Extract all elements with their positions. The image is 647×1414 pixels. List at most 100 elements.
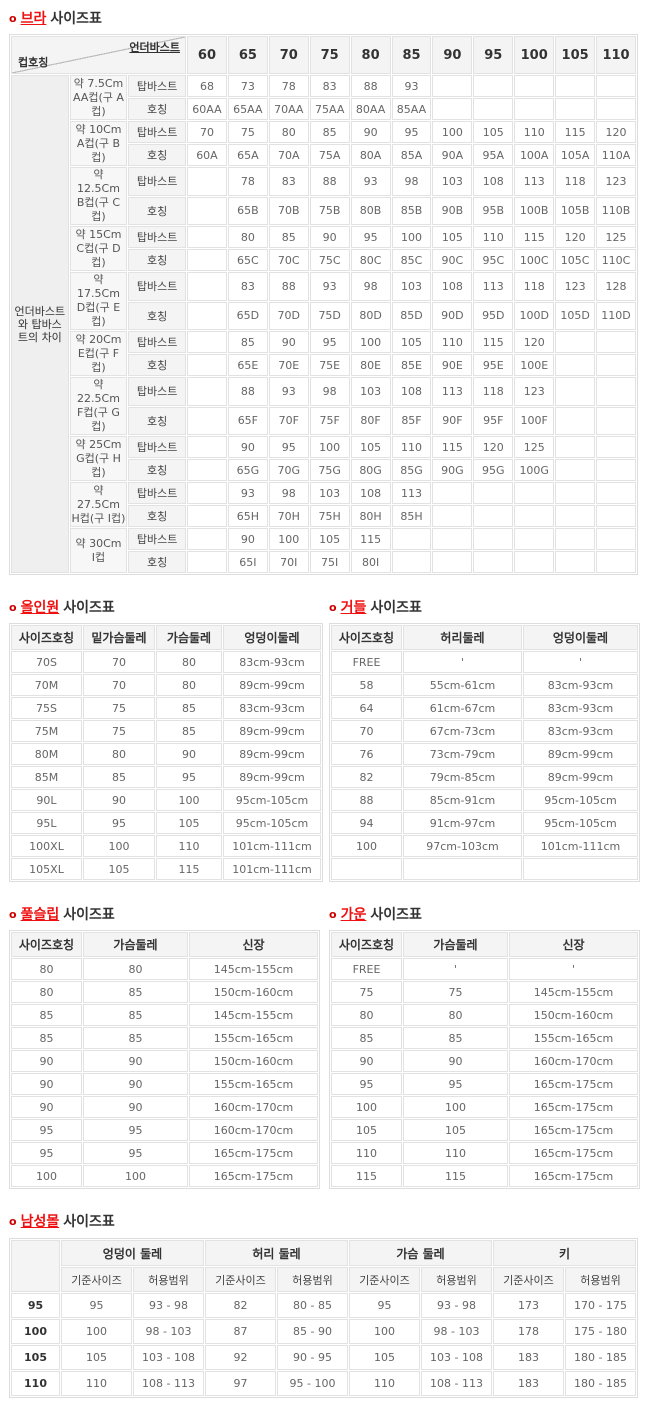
bra-topbust-value: 110 [391, 436, 432, 458]
bra-row-label-topbust: 탑바스트 [128, 436, 186, 458]
bra-size-table: 언더바스트 컵호칭 60 65 70 75 80 85 90 95 100 105 110 언더바스트와 … [9, 34, 638, 575]
allinone-cell: 105 [156, 812, 222, 834]
bra-row-label-topbust: 탑바스트 [128, 482, 186, 504]
bra-topbust-value: 78 [268, 75, 309, 97]
bra-size-label-value: 60AA [187, 98, 227, 120]
bra-size-label-value: 75H [309, 505, 350, 527]
fullslip-cell: 160cm-170cm [189, 1119, 318, 1141]
bra-size-label-value [187, 551, 227, 573]
fullslip-heading-keyword: 풀슬립 [20, 907, 60, 923]
bra-topbust-value: 118 [473, 377, 514, 406]
mens-sub-header-2: 허용범위 [133, 1267, 204, 1292]
girdle-cell: 101cm-111cm [523, 835, 638, 857]
bra-size-label-value: 80AA [350, 98, 391, 120]
bra-size-label-value [514, 551, 555, 573]
allinone-row: 85M 85 95 89cm-99cm [11, 766, 321, 788]
bra-size-label-value: 85F [391, 406, 432, 435]
allinone-cell: 89cm-99cm [223, 766, 321, 788]
fullslip-gown-row: o 풀슬립 사이즈표 사이즈호칭 가슴둘레 신장 80 80 145cm-155cm 80 8… [0, 904, 647, 1189]
bra-size-label-value: 70H [268, 505, 309, 527]
bra-size-label-value: 105B [555, 196, 596, 225]
bra-topbust-value [187, 377, 227, 406]
mens-sub-header-6: 허용범위 [421, 1267, 492, 1292]
bra-cup-row-top: 약 25Cm G컵(구 H컵) 탑바스트 90 95 100 105 110 115 120 125 [11, 436, 636, 481]
girdle-cell: ' [523, 651, 638, 673]
bra-topbust-value: 95 [391, 121, 432, 143]
allinone-col-header-3: 가슴둘레 [156, 625, 222, 650]
bra-topbust-value: 83 [268, 167, 309, 196]
mens-cell: 183 [493, 1371, 564, 1396]
bra-topbust-value [473, 528, 514, 550]
bra-size-label-value: 85B [391, 196, 432, 225]
bra-size-label-value: 100F [514, 406, 555, 435]
bra-diagonal-header: 언더바스트 컵호칭 [11, 36, 186, 74]
girdle-cell: 83cm-93cm [523, 674, 638, 696]
bra-size-label-value [187, 406, 227, 435]
gown-heading-suffix: 사이즈표 [370, 907, 422, 923]
bra-size-label-value: 85G [391, 459, 432, 481]
bra-topbust-value: 78 [227, 167, 268, 196]
fullslip-cell: 150cm-160cm [189, 1050, 318, 1072]
bra-size-label-value: 95B [473, 196, 514, 225]
bra-size-label-value [187, 249, 227, 271]
bra-underbust-col-70: 70 [268, 36, 309, 74]
gown-cell: 110 [331, 1142, 402, 1164]
bra-section-heading: o 브라 사이즈표 [0, 8, 647, 28]
girdle-cell [403, 858, 522, 880]
bra-topbust-value [596, 377, 636, 406]
gown-cell: 160cm-170cm [509, 1050, 638, 1072]
mens-cell: 100 [61, 1319, 132, 1344]
bra-row-label-name: 호칭 [128, 354, 186, 376]
fullslip-cell: 145cm-155cm [189, 1004, 318, 1026]
gown-column: o 가운 사이즈표 사이즈호칭 가슴둘레 신장 FREE ' ' 75 75 145cm-155… [320, 904, 647, 1189]
allinone-cell: 83cm-93cm [223, 651, 321, 673]
gown-row: FREE ' ' [331, 958, 638, 980]
cupname-axis-label: 컵호칭 [18, 56, 49, 69]
bra-cup-row-top: 약 20Cm E컵(구 F컵) 탑바스트 85 90 95 100 105 110 115 120 [11, 331, 636, 376]
mens-cell: 98 - 103 [133, 1319, 204, 1344]
bra-size-label-value: 90A [432, 144, 473, 166]
bra-size-label-value [187, 301, 227, 330]
girdle-col-header-2: 허리둘레 [403, 625, 522, 650]
allinone-cell: 75 [83, 697, 155, 719]
allinone-cell: 80 [156, 674, 222, 696]
gown-cell: 105 [403, 1119, 508, 1141]
bra-row-label-topbust: 탑바스트 [128, 226, 186, 248]
bra-size-label-value: 95C [473, 249, 514, 271]
bra-cup-row-top: 약 27.5Cm H컵(구 I컵) 탑바스트 93 98 103 108 113 [11, 482, 636, 527]
bullet-icon: o [9, 908, 17, 921]
bra-row-label-topbust: 탑바스트 [128, 528, 186, 550]
mens-cell: 108 - 113 [421, 1371, 492, 1396]
allinone-row: 95L 95 105 95cm-105cm [11, 812, 321, 834]
bra-size-label-value [432, 551, 473, 573]
bra-topbust-value: 98 [309, 377, 350, 406]
girdle-cell: ' [403, 651, 522, 673]
bra-topbust-value: 120 [596, 121, 636, 143]
bra-cup-label: D컵(구 E컵) [76, 301, 121, 328]
girdle-cell: 76 [331, 743, 402, 765]
bra-cup-row-top: 약 30Cm I컵 탑바스트 90 100 105 115 [11, 528, 636, 573]
bra-topbust-value [187, 528, 227, 550]
bra-topbust-value: 100 [391, 226, 432, 248]
bra-underbust-col-95: 95 [473, 36, 514, 74]
bra-size-label-value: 110A [596, 144, 636, 166]
mens-cell: 178 [493, 1319, 564, 1344]
bra-topbust-value: 120 [473, 436, 514, 458]
allinone-cell: 105XL [11, 858, 82, 880]
gown-row: 105 105 165cm-175cm [331, 1119, 638, 1141]
bra-size-label-value: 70A [268, 144, 309, 166]
allinone-cell: 70M [11, 674, 82, 696]
bra-cup-label: AA컵(구 A컵) [73, 90, 124, 118]
bra-size-label-value: 100D [514, 301, 555, 330]
bra-size-label-value [187, 196, 227, 225]
girdle-cell: 91cm-97cm [403, 812, 522, 834]
bra-underbust-col-75: 75 [309, 36, 350, 74]
bra-size-label-value: 100B [514, 196, 555, 225]
gown-col-header-2: 가슴둘레 [403, 932, 508, 957]
allinone-column: o 올인원 사이즈표 사이즈호칭 밑가슴둘레 가슴둘레 엉덩이둘레 70S 70 80 83c… [0, 597, 323, 882]
mens-cell: 103 - 108 [421, 1345, 492, 1370]
allinone-heading-keyword: 올인원 [20, 600, 60, 616]
bra-topbust-value: 105 [432, 226, 473, 248]
fullslip-cell: 90 [83, 1050, 188, 1072]
mens-cell: 93 - 98 [421, 1293, 492, 1318]
